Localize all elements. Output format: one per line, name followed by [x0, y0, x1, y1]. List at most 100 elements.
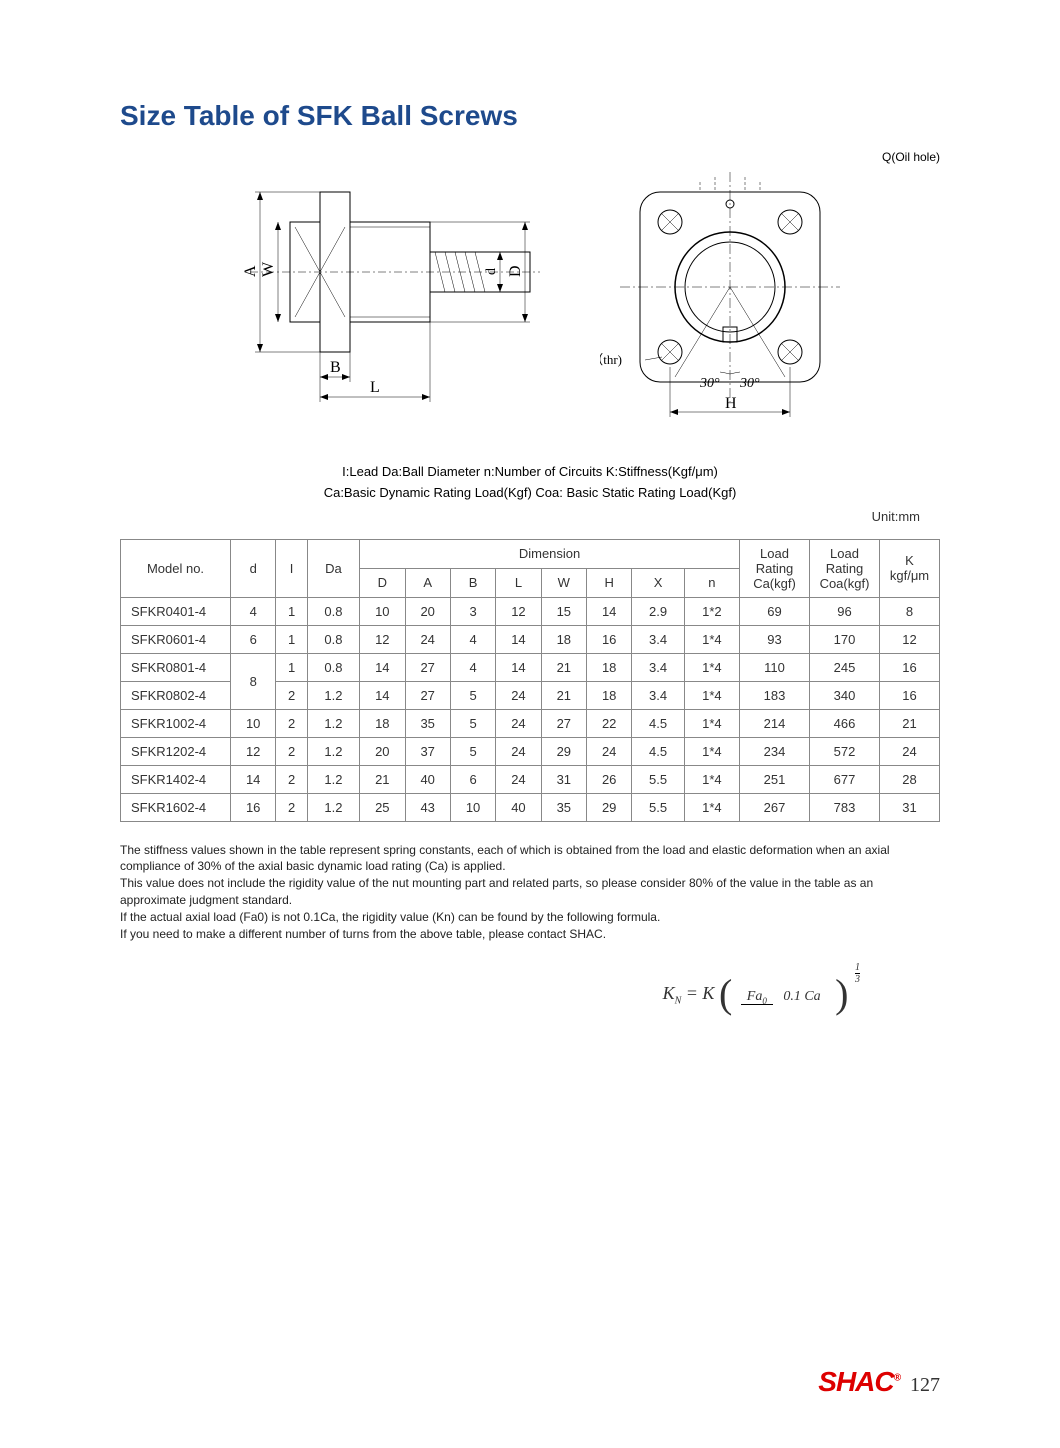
cell-B: 5: [450, 709, 495, 737]
cell-X: 3.4: [632, 681, 684, 709]
cell-Coa: 783: [810, 793, 880, 821]
formula-lhs: K: [663, 983, 675, 1003]
cell-L: 14: [496, 625, 541, 653]
table-row: SFKR1402-41421.2214062431265.51*42516772…: [121, 765, 940, 793]
cell-n: 1*4: [684, 653, 739, 681]
cell-K: 8: [880, 597, 940, 625]
cell-A: 40: [405, 765, 450, 793]
formula-eq: = K: [686, 983, 719, 1003]
cell-D: 14: [360, 653, 405, 681]
th-I: I: [276, 539, 307, 597]
cell-L: 12: [496, 597, 541, 625]
cell-Coa: 96: [810, 597, 880, 625]
cell-n: 1*4: [684, 737, 739, 765]
formula-lhs-sub: N: [675, 996, 682, 1007]
cell-H: 16: [587, 625, 632, 653]
th-coa: LoadRatingCoa(kgf): [810, 539, 880, 597]
cell-model: SFKR0802-4: [121, 681, 231, 709]
formula-den: 0.1 Ca: [777, 989, 826, 1004]
cell-Ca: 251: [740, 765, 810, 793]
cell-Coa: 466: [810, 709, 880, 737]
cell-model: SFKR1602-4: [121, 793, 231, 821]
th-ca: LoadRatingCa(kgf): [740, 539, 810, 597]
th-n: n: [684, 568, 739, 597]
cell-X: 3.4: [632, 625, 684, 653]
th-W: W: [541, 568, 586, 597]
th-A: A: [405, 568, 450, 597]
table-row: SFKR1002-41021.2183552427224.51*42144662…: [121, 709, 940, 737]
cell-Da: 1.2: [307, 709, 359, 737]
cell-Coa: 340: [810, 681, 880, 709]
cell-W: 35: [541, 793, 586, 821]
cell-K: 31: [880, 793, 940, 821]
cell-W: 21: [541, 681, 586, 709]
cell-H: 24: [587, 737, 632, 765]
cell-Da: 0.8: [307, 625, 359, 653]
th-d: d: [231, 539, 276, 597]
oil-hole-label: Q(Oil hole): [882, 150, 940, 164]
cell-D: 25: [360, 793, 405, 821]
cell-d: 10: [231, 709, 276, 737]
cell-B: 4: [450, 625, 495, 653]
cell-W: 31: [541, 765, 586, 793]
cell-H: 22: [587, 709, 632, 737]
cell-Da: 1.2: [307, 737, 359, 765]
cell-I: 2: [276, 709, 307, 737]
cell-I: 2: [276, 681, 307, 709]
cell-W: 29: [541, 737, 586, 765]
cell-B: 5: [450, 681, 495, 709]
cell-K: 16: [880, 681, 940, 709]
cell-n: 1*4: [684, 625, 739, 653]
cell-B: 5: [450, 737, 495, 765]
cell-n: 1*2: [684, 597, 739, 625]
cell-L: 24: [496, 765, 541, 793]
dim-B: B: [330, 359, 341, 376]
cell-A: 24: [405, 625, 450, 653]
cell-K: 12: [880, 625, 940, 653]
cell-d: 12: [231, 737, 276, 765]
cell-A: 35: [405, 709, 450, 737]
th-X: X: [632, 568, 684, 597]
formula-exp-den: 3: [855, 974, 860, 985]
th-dimension: Dimension: [360, 539, 740, 568]
cell-I: 2: [276, 737, 307, 765]
cell-X: 5.5: [632, 793, 684, 821]
th-Da: Da: [307, 539, 359, 597]
angle-1: 30°: [699, 376, 720, 391]
cell-D: 10: [360, 597, 405, 625]
footnote-p2: This value does not include the rigidity…: [120, 875, 940, 909]
footnote-p3: If the actual axial load (Fa0) is not 0.…: [120, 909, 940, 926]
cell-D: 14: [360, 681, 405, 709]
cell-I: 2: [276, 765, 307, 793]
cell-d: 16: [231, 793, 276, 821]
cell-Ca: 214: [740, 709, 810, 737]
cell-I: 2: [276, 793, 307, 821]
formula-num: Fa: [747, 989, 763, 1004]
footnote-p4: If you need to make a different number o…: [120, 926, 940, 943]
table-row: SFKR0801-4810.8142741421183.41*411024516: [121, 653, 940, 681]
cell-Coa: 572: [810, 737, 880, 765]
logo: SHAC®: [818, 1366, 900, 1398]
cell-Ca: 69: [740, 597, 810, 625]
cell-Coa: 170: [810, 625, 880, 653]
angle-2: 30°: [739, 376, 760, 391]
th-D: D: [360, 568, 405, 597]
cell-B: 6: [450, 765, 495, 793]
cell-A: 27: [405, 681, 450, 709]
page-footer: SHAC® 127: [818, 1366, 940, 1398]
cell-B: 3: [450, 597, 495, 625]
dim-H: H: [725, 395, 737, 412]
legend-line-1: I:Lead Da:Ball Diameter n:Number of Circ…: [120, 462, 940, 483]
page-number: 127: [910, 1374, 940, 1397]
cell-Ca: 183: [740, 681, 810, 709]
legend-line-2: Ca:Basic Dynamic Rating Load(Kgf) Coa: B…: [120, 483, 940, 504]
cell-H: 26: [587, 765, 632, 793]
legend: I:Lead Da:Ball Diameter n:Number of Circ…: [120, 462, 940, 504]
diagram-front-view: 30° 30° 4-X（thr) H: [600, 162, 860, 442]
th-K: Kkgf/μm: [880, 539, 940, 597]
cell-Coa: 677: [810, 765, 880, 793]
diagram-side-view: A W d D B: [200, 162, 560, 422]
cell-d: 14: [231, 765, 276, 793]
cell-model: SFKR0801-4: [121, 653, 231, 681]
cell-L: 40: [496, 793, 541, 821]
